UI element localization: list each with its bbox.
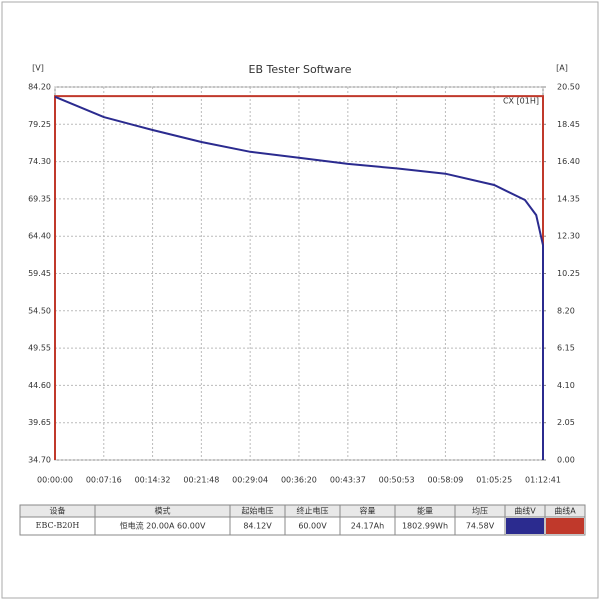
y-tick-label: 84.20: [28, 83, 51, 92]
table-header-cell: 起始电压: [242, 506, 274, 516]
table-header-cell: 模式: [155, 506, 171, 516]
x-tick-label: 00:14:32: [135, 476, 171, 485]
x-tick-label: 00:43:37: [330, 476, 366, 485]
y-tick-label: 59.45: [28, 269, 51, 278]
y-tick-label: 69.35: [28, 194, 51, 203]
y2-tick-label: 18.45: [557, 120, 580, 129]
x-tick-label: 00:21:48: [183, 476, 219, 485]
table-cell: 1802.99Wh: [402, 522, 448, 531]
x-tick-label: 00:58:09: [427, 476, 463, 485]
y2-tick-label: 4.10: [557, 381, 575, 390]
series-line: [54, 95, 544, 460]
y-tick-label: 79.25: [28, 120, 51, 129]
y-tick-label: 34.70: [28, 456, 51, 465]
x-tick-label: 00:00:00: [37, 476, 73, 485]
table-header-cell: 终止电压: [297, 506, 329, 516]
x-tick-label: 00:50:53: [379, 476, 415, 485]
series-line: [54, 95, 544, 460]
table-cell: EBC-B20H: [36, 521, 80, 530]
curve-swatch: [546, 518, 584, 534]
x-tick-label: 00:07:16: [86, 476, 122, 485]
table-header-cell: 设备: [50, 506, 66, 516]
y2-tick-label: 16.40: [557, 157, 580, 166]
table-header-cell: 均压: [472, 506, 488, 516]
y2-tick-label: 20.50: [557, 83, 580, 92]
annotation: CX [01H]: [503, 97, 539, 106]
table-header-cell: 容量: [360, 506, 376, 516]
y-tick-label: 64.40: [28, 232, 51, 241]
y-tick-label: 44.60: [28, 381, 51, 390]
y2-tick-label: 0.00: [557, 456, 575, 465]
y2-axis-label: [A]: [556, 64, 568, 73]
table-cell: 24.17Ah: [351, 522, 384, 531]
y-tick-label: 49.55: [28, 344, 51, 353]
y2-tick-label: 14.35: [557, 194, 580, 203]
table-cell: 恒电流 20.00A 60.00V: [120, 521, 206, 531]
y2-tick-label: 8.20: [557, 306, 575, 315]
y2-tick-label: 12.30: [557, 232, 580, 241]
x-tick-label: 00:29:04: [232, 476, 268, 485]
x-tick-label: 01:05:25: [476, 476, 512, 485]
curve-swatch: [506, 518, 544, 534]
x-tick-label: 00:36:20: [281, 476, 317, 485]
chart-title: EB Tester Software: [249, 63, 352, 76]
y-tick-label: 74.30: [28, 157, 51, 166]
table-cell: 74.58V: [466, 522, 495, 531]
table-header-cell: 曲线V: [514, 506, 536, 516]
table-cell: 60.00V: [298, 522, 327, 531]
y-axis-label: [V]: [32, 64, 44, 73]
x-tick-label: 01:12:41: [525, 476, 561, 485]
y2-tick-label: 2.05: [557, 418, 575, 427]
y2-tick-label: 6.15: [557, 344, 575, 353]
y-tick-label: 39.65: [28, 418, 51, 427]
y-tick-label: 54.50: [28, 306, 51, 315]
table-cell: 84.12V: [243, 522, 272, 531]
table-header-cell: 曲线A: [554, 506, 576, 516]
y2-tick-label: 10.25: [557, 269, 580, 278]
table-header-cell: 能量: [417, 506, 433, 516]
